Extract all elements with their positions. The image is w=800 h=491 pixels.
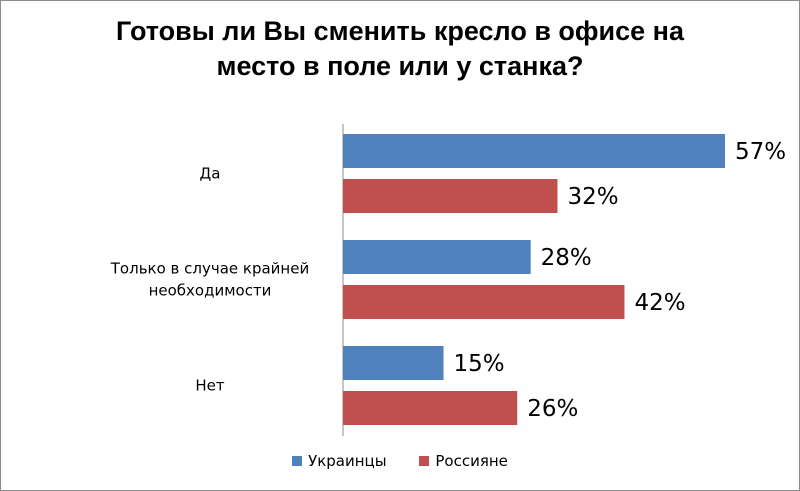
chart-title-line-1: Готовы ли Вы сменить кресло в офисе на	[116, 16, 684, 46]
category-labels: Да Только в случае крайней необходимости Не…	[110, 165, 309, 395]
category-label: Да	[200, 165, 221, 183]
data-label: 42%	[634, 290, 685, 316]
bar	[343, 285, 625, 319]
data-label: 26%	[527, 396, 578, 422]
category-label: Нет	[195, 377, 225, 395]
bar	[343, 179, 558, 213]
bar	[343, 391, 518, 425]
chart-title-line-2: место в поле или у станка?	[216, 51, 584, 81]
bar	[343, 240, 531, 274]
legend-label-russians: Россияне	[435, 452, 508, 470]
data-label: 15%	[454, 351, 505, 377]
bar	[343, 346, 444, 380]
data-label: 28%	[541, 245, 592, 271]
legend-swatch-russians	[419, 456, 430, 466]
legend-item-russians: Россияне	[419, 452, 508, 470]
value-labels: 57% 32% 28% 42% 15% 26%	[454, 139, 787, 422]
category-label: Только в случае крайней	[110, 260, 309, 278]
bar	[343, 134, 725, 168]
data-label: 32%	[567, 184, 618, 210]
bars	[343, 134, 725, 425]
legend-swatch-ukrainians	[292, 456, 303, 466]
data-label: 57%	[735, 139, 786, 165]
legend-item-ukrainians: Украинцы	[292, 452, 387, 470]
category-label: необходимости	[149, 282, 272, 300]
legend: Украинцы Россияне	[0, 452, 800, 470]
chart-title: Готовы ли Вы сменить кресло в офисе на м…	[0, 14, 800, 84]
legend-label-ukrainians: Украинцы	[308, 452, 387, 470]
